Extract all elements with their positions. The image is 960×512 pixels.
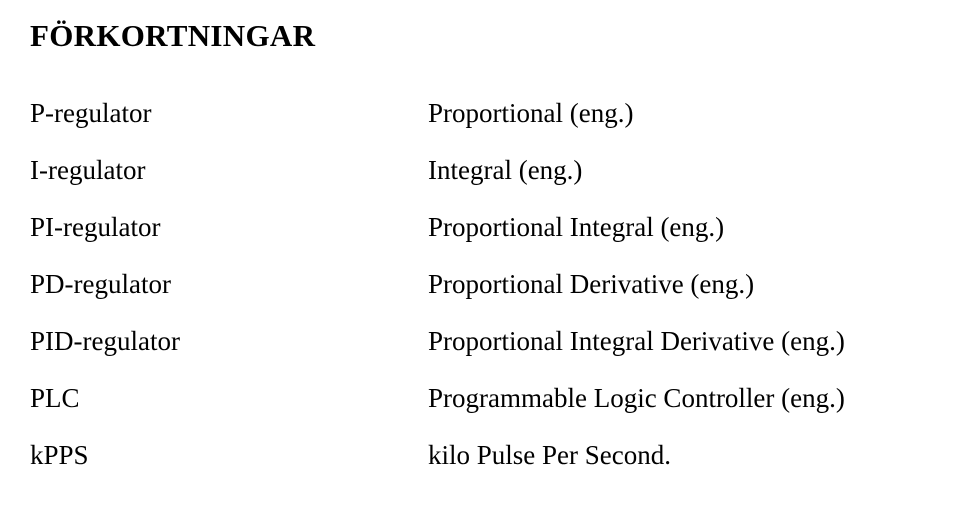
table-row: I-regulator Integral (eng.) (30, 157, 845, 214)
table-row: kPPS kilo Pulse Per Second. (30, 442, 845, 499)
page-title: FÖRKORTNINGAR (30, 18, 930, 54)
definition-cell: kilo Pulse Per Second. (428, 442, 845, 499)
table-row: PLC Programmable Logic Controller (eng.) (30, 385, 845, 442)
definition-cell: Programmable Logic Controller (eng.) (428, 385, 845, 442)
abbreviations-page: FÖRKORTNINGAR P-regulator Proportional (… (0, 0, 960, 509)
table-row: PI-regulator Proportional Integral (eng.… (30, 214, 845, 271)
term-cell: PLC (30, 385, 428, 442)
table-row: PID-regulator Proportional Integral Deri… (30, 328, 845, 385)
abbreviations-table: P-regulator Proportional (eng.) I-regula… (30, 100, 845, 499)
term-cell: P-regulator (30, 100, 428, 157)
table-row: P-regulator Proportional (eng.) (30, 100, 845, 157)
definition-cell: Integral (eng.) (428, 157, 845, 214)
term-cell: PD-regulator (30, 271, 428, 328)
term-cell: kPPS (30, 442, 428, 499)
definition-cell: Proportional Derivative (eng.) (428, 271, 845, 328)
definition-cell: Proportional Integral Derivative (eng.) (428, 328, 845, 385)
table-row: PD-regulator Proportional Derivative (en… (30, 271, 845, 328)
definition-cell: Proportional Integral (eng.) (428, 214, 845, 271)
term-cell: PID-regulator (30, 328, 428, 385)
term-cell: PI-regulator (30, 214, 428, 271)
definition-cell: Proportional (eng.) (428, 100, 845, 157)
term-cell: I-regulator (30, 157, 428, 214)
